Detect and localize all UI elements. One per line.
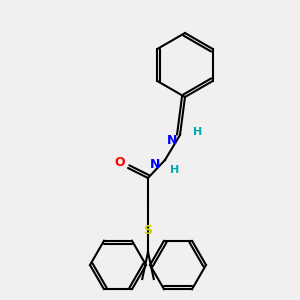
Text: O: O: [115, 157, 125, 169]
Text: N: N: [167, 134, 177, 146]
Text: S: S: [143, 224, 152, 238]
Text: H: H: [170, 165, 180, 175]
Text: N: N: [150, 158, 160, 172]
Text: H: H: [194, 127, 202, 137]
